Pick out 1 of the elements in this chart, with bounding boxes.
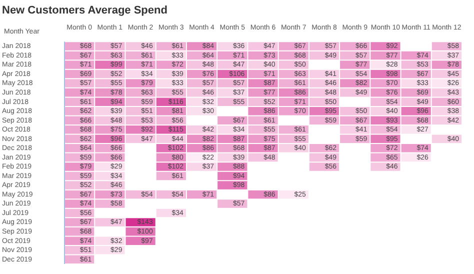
chart-title: New Customers Average Spend: [2, 4, 168, 17]
